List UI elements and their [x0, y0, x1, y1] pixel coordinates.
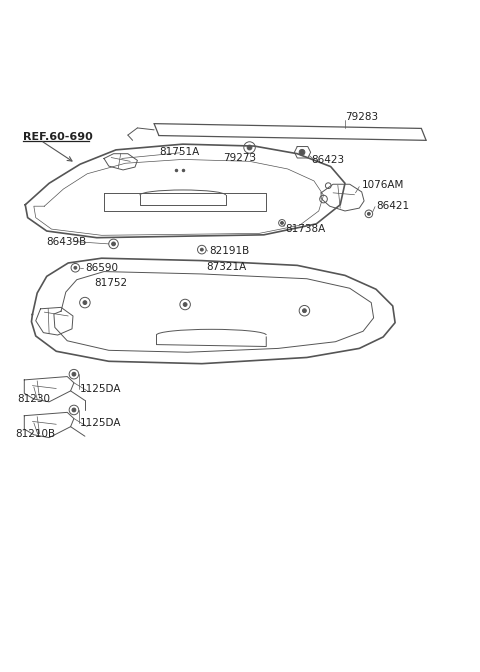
Text: 1125DA: 1125DA	[80, 418, 121, 428]
Text: 1125DA: 1125DA	[80, 384, 121, 394]
Text: 82191B: 82191B	[209, 246, 249, 256]
Circle shape	[183, 302, 187, 306]
Circle shape	[83, 300, 87, 304]
Circle shape	[299, 149, 305, 155]
Text: 86423: 86423	[312, 155, 345, 165]
Text: 81752: 81752	[95, 278, 128, 288]
Circle shape	[74, 266, 77, 269]
Circle shape	[367, 212, 370, 215]
Circle shape	[302, 309, 306, 312]
Text: 81751A: 81751A	[159, 146, 199, 157]
Circle shape	[200, 248, 203, 251]
Text: 86590: 86590	[85, 263, 118, 273]
Text: 79283: 79283	[345, 112, 378, 122]
Text: 79273: 79273	[223, 153, 257, 163]
Text: 86421: 86421	[376, 201, 409, 211]
Circle shape	[72, 372, 76, 376]
Text: 87321A: 87321A	[206, 262, 247, 271]
Text: 81210B: 81210B	[15, 429, 55, 439]
Text: REF.60-690: REF.60-690	[23, 132, 93, 142]
Circle shape	[247, 145, 252, 150]
Circle shape	[281, 222, 283, 224]
Circle shape	[112, 242, 116, 246]
Text: 1076AM: 1076AM	[362, 180, 404, 190]
Text: 81738A: 81738A	[285, 224, 325, 234]
Text: 81230: 81230	[17, 394, 50, 404]
Circle shape	[72, 408, 76, 412]
Text: 86439B: 86439B	[47, 237, 87, 247]
